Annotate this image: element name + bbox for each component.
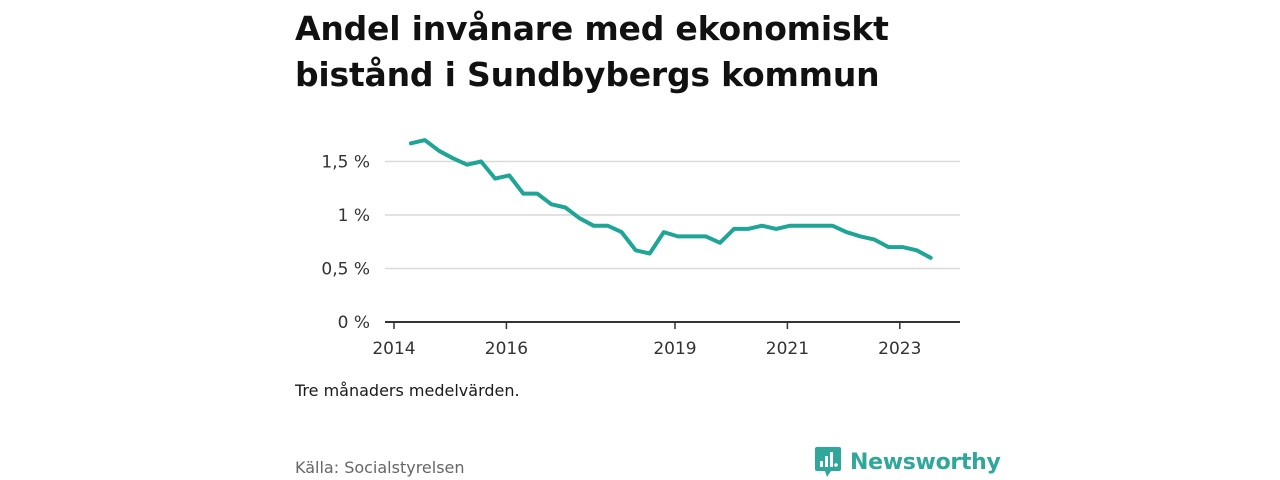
data-point	[676, 234, 680, 238]
data-point	[662, 230, 666, 234]
newsworthy-logo[interactable]: Newsworthy	[814, 446, 1001, 478]
data-point	[690, 234, 694, 238]
data-point	[732, 227, 736, 231]
data-point	[859, 234, 863, 238]
chart-note: Tre månaders medelvärden.	[295, 381, 520, 400]
grid-lines	[385, 160, 960, 270]
data-point	[844, 230, 848, 234]
data-point	[746, 227, 750, 231]
data-point	[493, 177, 497, 181]
data-point	[788, 224, 792, 228]
data-point	[592, 224, 596, 228]
data-point	[774, 227, 778, 231]
data-point	[915, 248, 919, 252]
y-tick-label: 1,5 %	[321, 153, 370, 173]
data-point	[620, 230, 624, 234]
data-point	[718, 241, 722, 245]
data-point	[704, 234, 708, 238]
data-point	[535, 192, 539, 196]
data-point	[521, 192, 525, 196]
data-point	[887, 245, 891, 249]
data-point	[606, 224, 610, 228]
line-chart: 0 % 0,5 % 1 % 1,5 % 2014 2016 2019 2021 2023	[321, 138, 960, 359]
y-tick-label: 0,5 %	[321, 260, 370, 280]
newsworthy-logo-icon	[815, 447, 841, 477]
data-point	[816, 224, 820, 228]
x-tick-label: 2014	[372, 339, 415, 359]
data-point	[451, 156, 455, 160]
x-axis: 2014 2016 2019 2021 2023	[372, 321, 960, 359]
source-credit: Källa: Socialstyrelsen	[295, 458, 465, 477]
data-point	[479, 160, 483, 164]
y-tick-label: 1 %	[338, 206, 370, 226]
y-tick-label: 0 %	[338, 313, 370, 333]
chart-title: Andel invånare med ekonomiskt bistånd i …	[295, 9, 889, 94]
data-point	[409, 141, 413, 145]
data-point	[465, 163, 469, 167]
data-point	[423, 138, 427, 142]
newsworthy-logo-text: Newsworthy	[850, 449, 1001, 475]
data-point	[873, 238, 877, 242]
data-point	[648, 252, 652, 256]
x-tick-label: 2021	[766, 339, 809, 359]
x-tick-label: 2023	[878, 339, 921, 359]
data-point	[437, 149, 441, 153]
y-axis-tick-labels: 0 % 0,5 % 1 % 1,5 %	[321, 153, 370, 334]
data-point	[830, 224, 834, 228]
series-line-0	[408, 138, 933, 260]
x-tick-label: 2019	[653, 339, 696, 359]
data-point	[634, 248, 638, 252]
series-layer	[408, 138, 933, 260]
data-point	[929, 256, 933, 260]
data-point	[760, 224, 764, 228]
x-tick-label: 2016	[485, 339, 528, 359]
data-point	[549, 202, 553, 206]
data-point	[578, 216, 582, 220]
data-point	[563, 206, 567, 210]
data-point	[802, 224, 806, 228]
data-point	[507, 173, 511, 177]
data-point	[901, 245, 905, 249]
